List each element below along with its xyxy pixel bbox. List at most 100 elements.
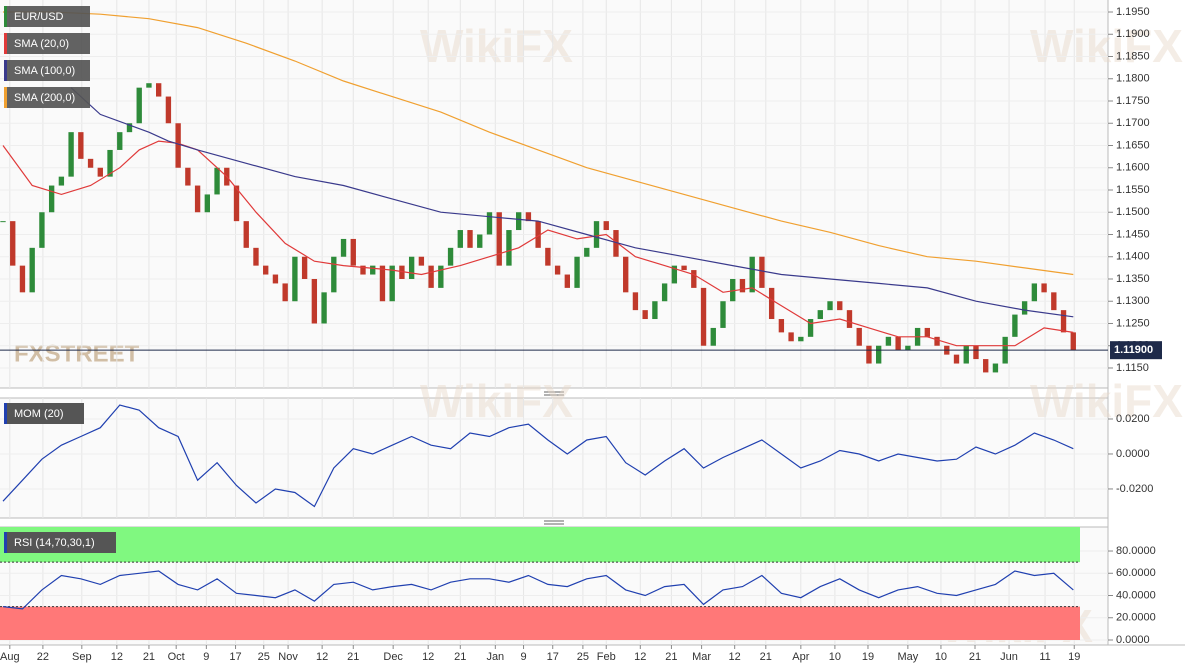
- candle: [146, 83, 152, 88]
- candle: [457, 230, 463, 248]
- y-tick-label: 1.1950: [1116, 6, 1150, 18]
- candle: [837, 301, 843, 311]
- candle: [272, 274, 279, 284]
- candle: [1021, 301, 1028, 315]
- candle: [1012, 314, 1018, 337]
- y-tick-label: 1.1250: [1116, 317, 1150, 329]
- x-tick-label: 12: [316, 651, 328, 663]
- candle: [973, 345, 979, 360]
- x-tick-label: 21: [969, 651, 981, 663]
- candle: [10, 221, 16, 266]
- y-tick-label: 1.1700: [1116, 117, 1150, 129]
- candle: [340, 238, 347, 257]
- x-tick-label: 9: [520, 651, 526, 663]
- x-tick-label: 12: [111, 651, 123, 663]
- legend-swatch: [4, 532, 7, 553]
- candle: [263, 265, 269, 275]
- series-line: [3, 11, 1074, 276]
- y-tick-label: 60.0000: [1116, 567, 1156, 579]
- candle: [107, 149, 113, 177]
- candle: [408, 256, 415, 279]
- candle: [720, 301, 726, 328]
- candle: [564, 274, 570, 288]
- candle: [632, 292, 639, 311]
- splitter[interactable]: [544, 391, 564, 396]
- candle: [243, 221, 249, 248]
- x-tick-label: 21: [454, 651, 466, 663]
- x-tick-label: Dec: [383, 651, 403, 663]
- candle: [19, 265, 26, 293]
- x-tick-label: May: [897, 651, 918, 663]
- candle: [584, 247, 590, 257]
- candle: [185, 167, 191, 186]
- y-tick-label: 1.1150: [1116, 362, 1149, 374]
- candle: [817, 310, 823, 320]
- candle: [253, 247, 259, 266]
- candle: [175, 123, 181, 168]
- candle: [389, 265, 395, 302]
- candle: [516, 212, 522, 231]
- legend-label: MOM (20): [14, 408, 64, 420]
- x-tick-label: 21: [665, 651, 677, 663]
- x-tick-label: Jan: [486, 651, 504, 663]
- candle: [467, 230, 473, 248]
- legend-box: [4, 6, 90, 27]
- y-tick-label: -0.0200: [1116, 483, 1153, 495]
- candle: [233, 185, 240, 222]
- candle: [301, 256, 308, 279]
- splitter[interactable]: [544, 520, 564, 525]
- candle: [87, 158, 94, 168]
- x-tick-label: Mar: [692, 651, 711, 663]
- legend-box: [4, 33, 90, 54]
- candle: [292, 256, 298, 302]
- y-tick-label: 1.1500: [1116, 206, 1150, 218]
- candle: [1070, 332, 1076, 351]
- candle: [661, 283, 668, 302]
- last-price-label: 1.11900: [1114, 344, 1153, 356]
- candle: [691, 270, 697, 288]
- candle: [418, 256, 425, 266]
- candle: [370, 265, 376, 275]
- candle: [613, 230, 619, 257]
- y-tick-label: 1.1450: [1116, 228, 1150, 240]
- candle: [486, 212, 493, 235]
- candle: [506, 230, 512, 266]
- candle: [1051, 292, 1057, 311]
- candle: [525, 212, 532, 222]
- candle: [58, 176, 65, 186]
- candle: [652, 301, 658, 320]
- watermark: WikiFX: [420, 20, 573, 72]
- legend-item: SMA (100,0): [4, 60, 90, 81]
- candle: [117, 132, 123, 150]
- legend-item: SMA (200,0): [4, 87, 90, 108]
- candle: [739, 278, 746, 293]
- candle: [447, 247, 454, 266]
- legend-swatch: [4, 6, 7, 27]
- candle: [681, 265, 687, 271]
- candle: [535, 221, 541, 248]
- y-tick-label: 1.1300: [1116, 295, 1150, 307]
- x-tick-label: 10: [935, 651, 947, 663]
- x-tick-label: 21: [760, 651, 772, 663]
- x-tick-label: 25: [258, 651, 270, 663]
- x-tick-label: Aug: [0, 651, 20, 663]
- legend-box: [4, 403, 84, 424]
- candle: [545, 247, 551, 266]
- candle: [856, 327, 862, 346]
- y-tick-label: 0.0000: [1116, 634, 1150, 646]
- candle: [759, 256, 765, 288]
- legend-swatch: [4, 403, 7, 424]
- x-tick-label: 17: [547, 651, 559, 663]
- candle: [807, 319, 814, 337]
- x-tick-label: 12: [634, 651, 646, 663]
- logo: FXSTREET: [14, 340, 140, 367]
- x-tick-label: Jun: [1000, 651, 1018, 663]
- candle: [1041, 283, 1047, 293]
- candle: [165, 96, 172, 124]
- y-tick-label: 80.0000: [1116, 545, 1156, 557]
- x-tick-label: 19: [1068, 651, 1080, 663]
- x-tick-label: 22: [37, 651, 49, 663]
- y-tick-label: 1.1650: [1116, 139, 1150, 151]
